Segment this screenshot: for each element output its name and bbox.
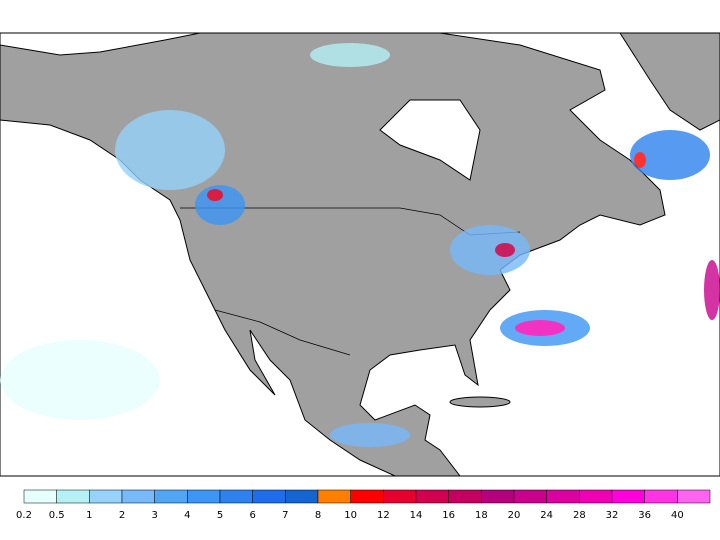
colorbar-label: 14 [410,510,423,521]
colorbar: 0.2 0.5 1 2 3 4 5 6 7 8 10 12 14 16 18 20 24 28 32 36 40 [16,489,711,521]
colorbar-bin [23,489,57,504]
colorbar-bin [579,489,613,504]
hudson-bay [379,99,481,181]
colorbar-bin [154,489,188,504]
colorbar-bin [219,489,253,504]
colorbar-bin [317,489,351,504]
colorbar-bin [121,489,155,504]
colorbar-label: 16 [442,510,455,521]
colorbar-bin [383,489,417,504]
colorbar-bin [546,489,580,504]
precip-area [310,43,390,67]
colorbar-bin [677,489,711,504]
precip-area [630,130,710,180]
colorbar-label: 1 [86,510,92,521]
precip-area [330,423,410,447]
map [0,32,720,477]
colorbar-bin [415,489,449,504]
precip-area [495,243,515,257]
colorbar-bin [350,489,384,504]
colorbar-label: 3 [151,510,157,521]
border [214,309,351,356]
colorbar-bin [448,489,482,504]
colorbar-bin [252,489,286,504]
colorbar-label: 8 [315,510,321,521]
colorbar-bin [56,489,90,504]
colorbar-bin [89,489,123,504]
colorbar-label: 2 [119,510,125,521]
colorbar-label: 12 [377,510,390,521]
colorbar-label: 18 [475,510,488,521]
colorbar-label: 0.2 [16,510,32,521]
precip-area [450,225,530,275]
colorbar-label: 32 [606,510,619,521]
colorbar-bin [187,489,221,504]
precip-area [207,189,223,201]
precip-area [634,152,646,168]
precip-area [704,260,720,320]
colorbar-bin [611,489,645,504]
greenland [619,32,720,131]
colorbar-label: 0.5 [49,510,65,521]
colorbar-label: 6 [249,510,255,521]
colorbar-label: 5 [217,510,223,521]
colorbar-label: 24 [540,510,553,521]
colorbar-bin [285,489,319,504]
colorbar-label: 4 [184,510,190,521]
colorbar-bin [481,489,515,504]
colorbar-label: 10 [344,510,357,521]
precipitation [0,43,720,447]
colorbar-bin [644,489,678,504]
colorbar-label: 28 [573,510,586,521]
cuba [449,396,511,408]
colorbar-label: 40 [671,510,684,521]
precip-area [115,110,225,190]
colorbar-label: 20 [508,510,521,521]
colorbar-label: 7 [282,510,288,521]
colorbar-bin [513,489,547,504]
colorbar-label: 36 [638,510,651,521]
precip-area [0,340,160,420]
precip-area [515,320,565,336]
